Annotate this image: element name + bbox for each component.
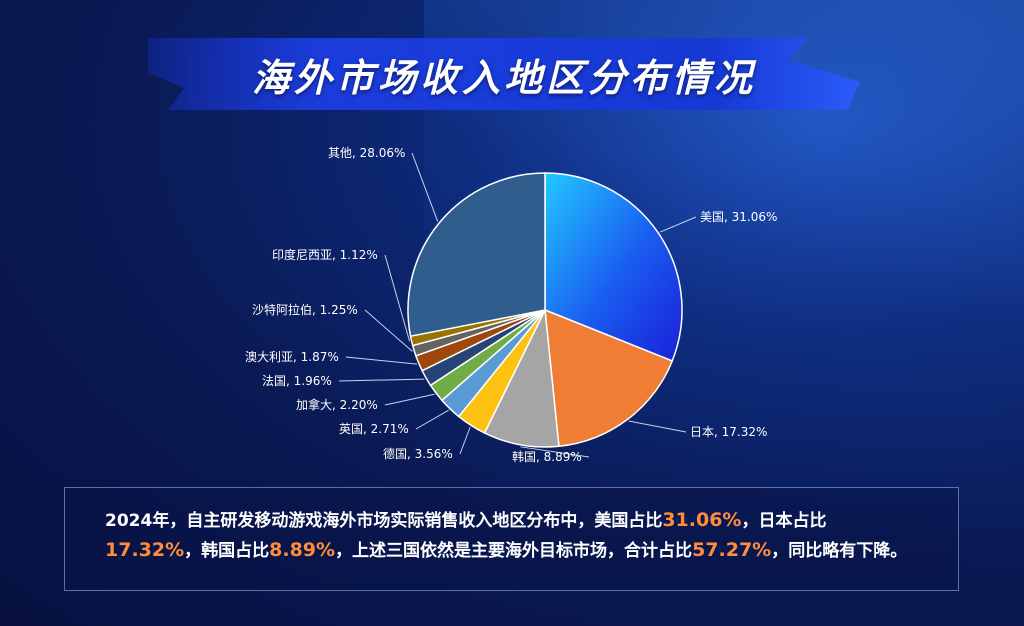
summary-value-korea: 8.89% (269, 539, 336, 561)
slice-label: 加拿大, 2.20% (296, 397, 378, 412)
slice-label: 德国, 3.56% (383, 446, 453, 461)
summary-value-total: 57.27% (692, 539, 772, 561)
leader-line (411, 152, 439, 222)
leader-line (415, 409, 449, 430)
leader-line (520, 446, 590, 458)
summary-text-2: ，日本占比 (741, 511, 827, 531)
summary-text-5: ，同比略有下降。 (771, 541, 908, 561)
leader-line (345, 356, 418, 365)
title-banner-shape (148, 38, 860, 110)
leader-line (338, 378, 425, 382)
pie-slice (544, 308, 674, 448)
summary-box: 2024年，自主研发移动游戏海外市场实际销售收入地区分布中，美国占比31.06%… (64, 487, 959, 591)
pie-chart: 美国, 31.06% 日本, 17.32% 韩国, 8.89% 德国, 3.56% 英国… (245, 146, 777, 464)
slice-label: 韩国, 8.89% (512, 449, 582, 464)
page-title: 海外市场收入地区分布情况 (251, 55, 756, 100)
slice-label: 印度尼西亚, 1.12% (272, 247, 378, 262)
slice-label: 其他, 28.06% (328, 146, 405, 160)
pie-slice (407, 172, 546, 338)
pie-slice (544, 172, 683, 362)
slice-label: 英国, 2.71% (339, 422, 409, 436)
leader-line (384, 393, 435, 406)
leader-line (364, 309, 413, 352)
summary-value-japan: 17.32% (105, 539, 185, 561)
title-banner: 海外市场收入地区分布情况 (148, 38, 860, 110)
leader-line (659, 216, 697, 233)
slice-label: 澳大利亚, 1.87% (245, 350, 339, 364)
summary-text-4: ，上述三国依然是主要海外目标市场，合计占比 (335, 541, 693, 561)
summary-text-1: 2024年，自主研发移动游戏海外市场实际销售收入地区分布中，美国占比 (105, 511, 663, 531)
slice-label: 沙特阿拉伯, 1.25% (252, 302, 358, 317)
slice-label: 法国, 1.96% (262, 374, 332, 388)
summary-text-3: ，韩国占比 (184, 541, 270, 561)
summary-value-usa: 31.06% (662, 509, 742, 531)
leader-line (628, 420, 687, 433)
slice-label: 美国, 31.06% (700, 210, 777, 224)
leader-line (459, 426, 471, 455)
slice-label: 日本, 17.32% (690, 425, 767, 439)
leader-line (384, 254, 411, 342)
